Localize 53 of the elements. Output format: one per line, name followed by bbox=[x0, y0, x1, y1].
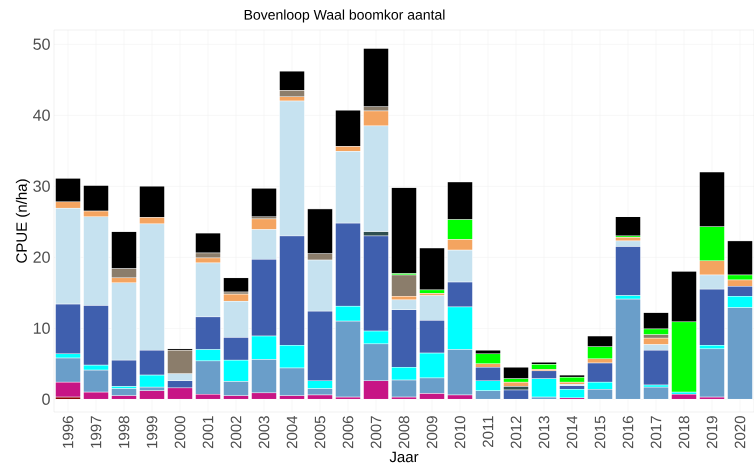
bar bbox=[727, 240, 753, 276]
x-tick-label: 2012 bbox=[510, 416, 522, 448]
x-tick-label: 1999 bbox=[146, 416, 158, 448]
x-tick-label: 2014 bbox=[566, 416, 578, 448]
x-tick-label: 2001 bbox=[202, 416, 214, 448]
x-tick-label: 2013 bbox=[538, 416, 550, 448]
x-tick-label: 2017 bbox=[650, 416, 662, 448]
x-tick-label: 2020 bbox=[734, 416, 746, 448]
x-tick-label: 2003 bbox=[258, 416, 270, 448]
bar bbox=[251, 188, 277, 217]
bar bbox=[363, 48, 389, 107]
chart-title: Bovenloop Waal boomkor aantal bbox=[244, 9, 444, 22]
x-tick-label: 1996 bbox=[62, 416, 74, 448]
x-tick-label: 2005 bbox=[314, 416, 326, 448]
bar bbox=[559, 376, 585, 382]
x-tick-label: 1998 bbox=[118, 416, 130, 448]
x-tick-label: 2007 bbox=[370, 416, 382, 448]
x-tick-label: 2019 bbox=[706, 416, 718, 448]
x-tick-label: 2004 bbox=[286, 416, 298, 448]
x-tick-label: 2006 bbox=[342, 416, 354, 448]
x-tick-label: 2009 bbox=[426, 416, 438, 448]
bar bbox=[559, 389, 585, 398]
bar bbox=[475, 354, 501, 364]
x-tick-label: 2000 bbox=[174, 416, 186, 448]
x-tick-label: 2015 bbox=[594, 416, 606, 448]
bar bbox=[335, 110, 361, 147]
y-tick-label: 20 bbox=[33, 252, 50, 263]
x-tick-label: 2008 bbox=[398, 416, 410, 448]
bar bbox=[699, 348, 725, 398]
y-tick-label: 50 bbox=[33, 38, 50, 50]
bar bbox=[503, 390, 529, 400]
x-tick-label: 2010 bbox=[454, 416, 466, 448]
x-tick-label: 2016 bbox=[622, 416, 634, 448]
bar bbox=[139, 390, 165, 400]
x-tick-label: 2002 bbox=[230, 416, 242, 448]
bar bbox=[419, 248, 445, 290]
bar bbox=[643, 386, 669, 400]
y-tick-label: 0 bbox=[42, 394, 50, 405]
bar bbox=[195, 232, 221, 254]
y-tick-label: 30 bbox=[33, 180, 50, 192]
x-tick-label: 2011 bbox=[482, 416, 494, 448]
bar bbox=[671, 394, 697, 400]
x-tick-label: 2018 bbox=[678, 416, 690, 448]
y-tick-label: 10 bbox=[34, 322, 50, 334]
bar bbox=[223, 278, 249, 292]
bar bbox=[503, 367, 529, 379]
bar bbox=[615, 298, 641, 400]
bar bbox=[111, 388, 137, 396]
y-tick-label: 40 bbox=[33, 110, 50, 121]
y-axis-title: CPUE (n/ha) bbox=[16, 179, 30, 263]
bar bbox=[615, 216, 641, 236]
x-tick-label: 1997 bbox=[90, 416, 102, 448]
x-axis-title: Jaar bbox=[390, 452, 418, 462]
